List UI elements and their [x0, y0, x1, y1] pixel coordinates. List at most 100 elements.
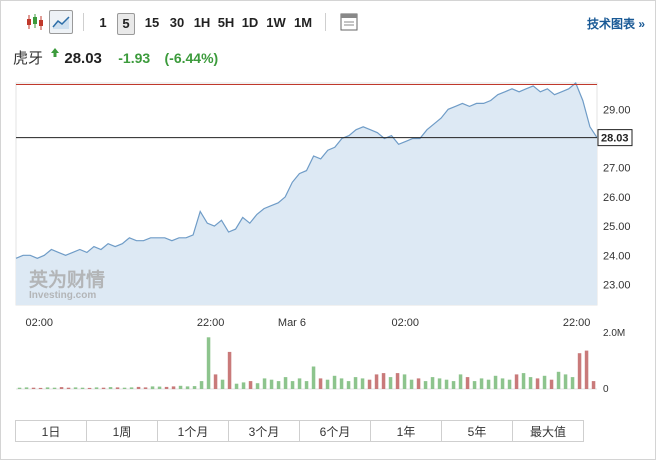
- time-range-bar: 1日 1周 1个月 3个月 6个月 1年 5年 最大值: [15, 420, 584, 442]
- volume-bar: [290, 381, 295, 389]
- toolbar-separator: [325, 13, 326, 31]
- interval-1w[interactable]: 1W: [266, 15, 286, 30]
- volume-bar: [213, 374, 218, 389]
- volume-bar: [591, 381, 596, 389]
- range-5y[interactable]: 5年: [442, 420, 513, 442]
- volume-bar: [283, 377, 288, 389]
- volume-bar: [80, 387, 85, 389]
- range-6m[interactable]: 6个月: [300, 420, 371, 442]
- x-tick-label: 22:00: [197, 317, 225, 329]
- volume-bar: [66, 387, 71, 389]
- volume-bar: [430, 377, 435, 389]
- volume-bar: [87, 387, 92, 389]
- price-up-arrow-icon: [51, 48, 60, 57]
- volume-bar: [185, 386, 190, 390]
- volume-bar: [122, 387, 127, 389]
- interval-5[interactable]: 5: [117, 13, 135, 35]
- watermark-logo: 英为财情: [29, 268, 105, 291]
- volume-bar: [101, 387, 106, 389]
- x-tick-label: 02:00: [25, 317, 53, 329]
- interval-1h[interactable]: 1H: [193, 15, 211, 30]
- volume-bar: [234, 383, 239, 389]
- y-tick-label: 26.00: [603, 192, 631, 204]
- volume-bar: [402, 374, 407, 389]
- volume-bar: [416, 378, 421, 389]
- volume-bar: [570, 377, 575, 389]
- x-tick-label: 22:00: [563, 317, 591, 329]
- area-chart-icon: [52, 16, 70, 29]
- volume-bar: [241, 382, 246, 389]
- interval-30[interactable]: 30: [169, 15, 185, 30]
- volume-bar: [507, 379, 512, 389]
- area-chart-button[interactable]: [49, 10, 73, 34]
- volume-bar: [451, 381, 456, 389]
- range-1w[interactable]: 1周: [87, 420, 158, 442]
- volume-bar: [94, 387, 99, 389]
- range-1y[interactable]: 1年: [371, 420, 442, 442]
- volume-bar: [360, 378, 365, 389]
- volume-bar: [542, 375, 547, 390]
- indicator-settings-button[interactable]: [337, 10, 361, 34]
- volume-bar: [493, 375, 498, 390]
- volume-bar: [549, 379, 554, 389]
- volume-bar: [171, 386, 176, 390]
- y-tick-label: 27.00: [603, 163, 631, 175]
- range-max[interactable]: 最大值: [513, 420, 584, 442]
- interval-1d[interactable]: 1D: [241, 15, 259, 30]
- y-tick-label: 24.00: [603, 250, 631, 262]
- volume-bar: [164, 386, 169, 389]
- volume-bar: [17, 387, 22, 389]
- volume-bar: [388, 377, 393, 389]
- x-tick-label: Mar 6: [278, 317, 306, 329]
- volume-tick-label: 0: [603, 384, 609, 395]
- volume-bar: [514, 374, 519, 389]
- interval-1[interactable]: 1: [99, 15, 107, 30]
- volume-bar: [381, 373, 386, 389]
- technical-chart-link[interactable]: 技术图表 »: [586, 17, 645, 31]
- volume-bar: [563, 374, 568, 389]
- volume-bar: [556, 371, 561, 389]
- volume-bar: [500, 378, 505, 389]
- y-tick-label: 23.00: [603, 280, 631, 292]
- volume-bar: [276, 381, 281, 389]
- interval-5h[interactable]: 5H: [217, 15, 235, 30]
- volume-bar: [304, 381, 309, 389]
- volume-bar: [584, 350, 589, 389]
- price-area-fill: [16, 83, 597, 305]
- volume-bar: [262, 378, 267, 389]
- volume-tick-label: 2.0M: [603, 328, 625, 339]
- volume-bar: [486, 379, 491, 389]
- volume-bar: [311, 366, 316, 389]
- quote-header: 虎牙 28.03 -1.93 (-6.44%): [13, 47, 218, 69]
- volume-bar: [31, 387, 36, 389]
- instrument-name: 虎牙: [13, 50, 44, 67]
- volume-bar: [367, 379, 372, 389]
- volume-bar: [157, 386, 162, 389]
- volume-bar: [150, 386, 155, 390]
- candlestick-chart-button[interactable]: [23, 10, 47, 34]
- toolbar-separator: [83, 13, 84, 31]
- range-1m[interactable]: 1个月: [158, 420, 229, 442]
- volume-bar: [143, 387, 148, 389]
- interval-15[interactable]: 15: [144, 15, 160, 30]
- interval-1m[interactable]: 1M: [293, 15, 313, 30]
- volume-bar: [353, 377, 358, 389]
- volume-bar: [325, 379, 330, 389]
- volume-bar: [199, 381, 204, 389]
- volume-bar: [409, 379, 414, 389]
- volume-bar: [423, 381, 428, 389]
- volume-bar: [45, 387, 50, 389]
- volume-bar: [479, 378, 484, 389]
- range-3m[interactable]: 3个月: [229, 420, 300, 442]
- window-settings-icon: [340, 13, 358, 31]
- volume-bar: [269, 379, 274, 389]
- volume-bar: [395, 373, 400, 389]
- current-price-label: 28.03: [601, 133, 629, 145]
- volume-bar: [136, 386, 141, 389]
- volume-bar: [220, 379, 225, 389]
- volume-bar: [206, 337, 211, 389]
- volume-bar: [255, 383, 260, 389]
- range-1d[interactable]: 1日: [15, 420, 87, 442]
